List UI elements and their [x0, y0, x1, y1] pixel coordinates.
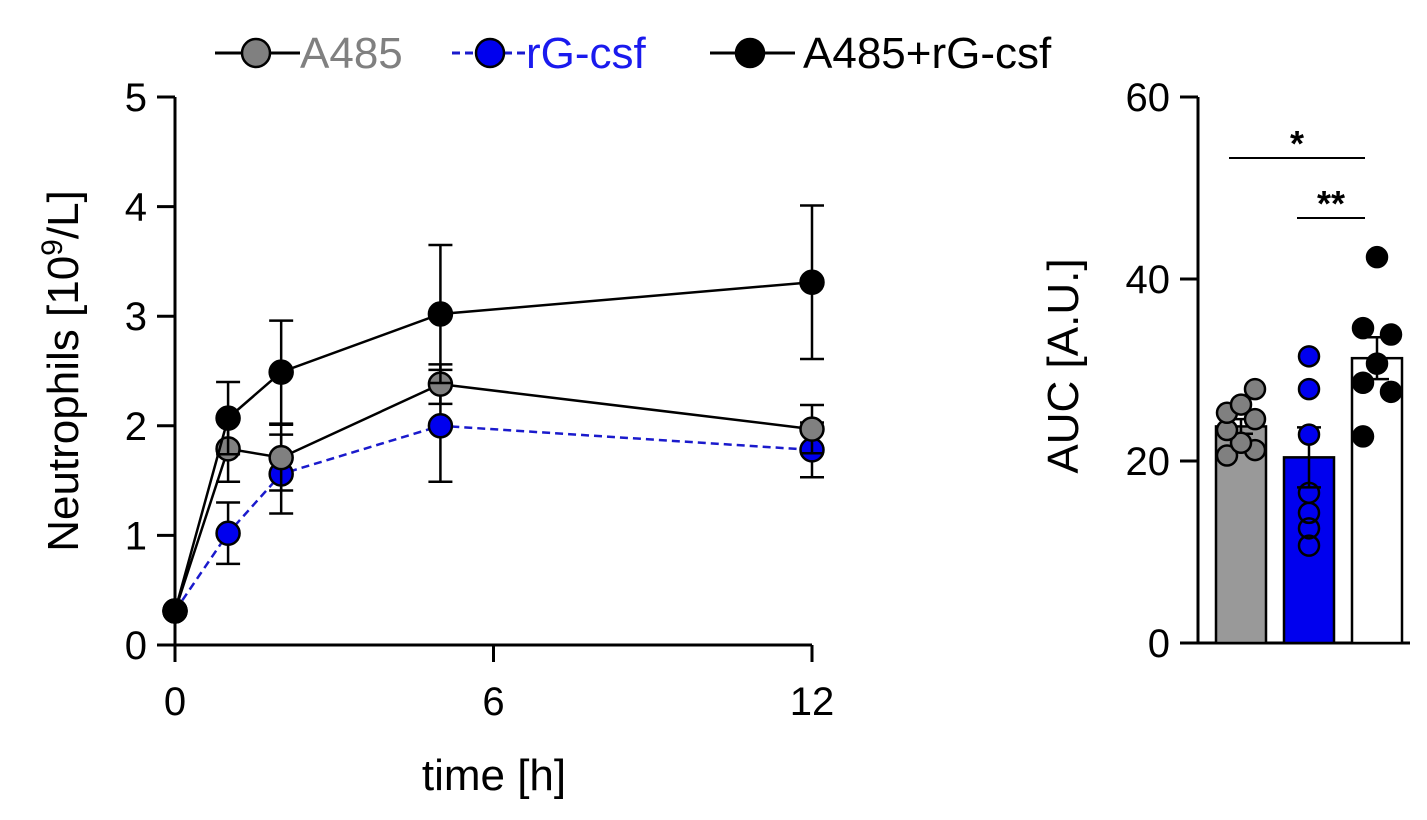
data-point [162, 598, 188, 624]
bar-data-point [1215, 444, 1239, 467]
legend-marker-a485 [240, 37, 272, 69]
bar-data-point [1243, 377, 1267, 401]
line-x-tick-label: 6 [482, 680, 504, 724]
bar-data-point [1379, 380, 1403, 404]
bar-y-ticks: 0 20 40 60 [1126, 76, 1198, 666]
line-x-tick-label: 0 [164, 680, 186, 724]
bar-a485 [1214, 377, 1268, 645]
data-point [215, 405, 241, 431]
line-y-ticks: 0 1 2 3 4 5 [125, 76, 175, 668]
legend-marker-combo [734, 37, 766, 69]
bar-data-point [1351, 425, 1375, 448]
significance-label: ** [1317, 183, 1345, 224]
bar-y-axis-title: AUC [A.U.] [1039, 258, 1088, 473]
bar-rect [1350, 356, 1404, 645]
line-x-axis-title: time [h] [422, 751, 566, 800]
line-y-title-main: Neutrophils [10 [39, 256, 88, 552]
bar-y-tick-label: 60 [1126, 76, 1171, 120]
bar-data-point [1297, 481, 1321, 505]
bar-data-point [1297, 345, 1321, 368]
data-point [427, 413, 454, 439]
bar-data-point [1229, 393, 1253, 416]
significance-group: *** [1229, 123, 1365, 224]
bar-group [1214, 245, 1404, 645]
bar-y-tick-label: 40 [1126, 258, 1171, 302]
series-line [173, 382, 813, 612]
bar-data-point [1351, 316, 1375, 340]
bar-y-tick-label: 0 [1148, 622, 1170, 666]
series-line [173, 280, 813, 612]
data-point [427, 301, 454, 327]
series-rg-csf [162, 368, 825, 624]
legend-label-combo: A485+rG-csf [803, 29, 1052, 78]
line-y-tick-label: 5 [125, 76, 147, 120]
bar-data-point [1379, 323, 1403, 346]
bar-data-point [1365, 245, 1389, 269]
line-x-ticks: 0 6 12 [164, 645, 834, 724]
data-point [215, 520, 241, 546]
line-y-tick-label: 0 [125, 624, 147, 668]
bar-data-point [1297, 423, 1321, 446]
line-y-tick-label: 4 [125, 186, 147, 230]
bar-data-point [1297, 517, 1321, 540]
line-y-tick-label: 2 [125, 405, 147, 449]
bar-rg-csf [1282, 345, 1336, 645]
data-point [799, 269, 825, 295]
line-y-tick-label: 1 [125, 514, 147, 558]
line-y-axis-title: Neutrophils [109/L] [36, 190, 88, 552]
bar-data-point [1229, 431, 1253, 455]
legend-entry-a485: A485 [215, 29, 403, 78]
legend: A485 rG-csf A485+rG-csf [215, 29, 1052, 78]
bar-data-point [1365, 352, 1389, 375]
data-point [268, 359, 294, 385]
significance-label: * [1290, 123, 1304, 164]
legend-entry-combo: A485+rG-csf [710, 29, 1052, 78]
line-y-title-sup: 9 [36, 239, 69, 256]
data-point [799, 416, 825, 442]
bar-a485-rg-csf [1350, 245, 1404, 645]
data-point [268, 444, 294, 471]
legend-entry-rgcsf: rG-csf [452, 29, 647, 78]
legend-label-rgcsf: rG-csf [526, 29, 647, 78]
series-a485-rg-csf [162, 204, 825, 624]
line-x-tick-label: 12 [790, 680, 835, 724]
legend-marker-rgcsf [474, 37, 506, 69]
bar-data-point [1297, 534, 1321, 557]
line-series-group [162, 204, 825, 624]
line-y-tick-label: 3 [125, 295, 147, 339]
bar-data-point [1351, 371, 1375, 394]
bar-y-tick-label: 20 [1126, 440, 1171, 484]
bar-data-point [1243, 407, 1267, 431]
line-chart-axes [157, 97, 812, 647]
bar-data-point [1297, 377, 1321, 401]
legend-label-a485: A485 [300, 29, 403, 78]
line-y-title-tail: /L] [39, 190, 88, 239]
